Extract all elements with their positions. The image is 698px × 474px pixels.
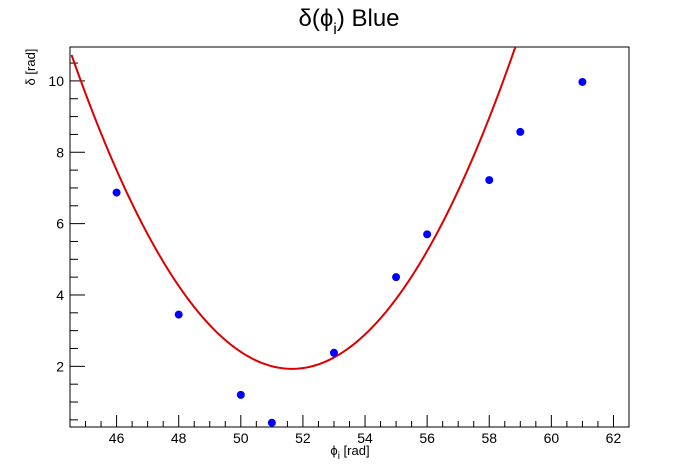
x-tick-label: 56 xyxy=(419,430,435,446)
data-point xyxy=(578,77,587,86)
y-tick-label: 10 xyxy=(48,73,64,89)
x-tick-label: 60 xyxy=(544,430,560,446)
y-tick-label: 4 xyxy=(56,287,64,303)
data-point xyxy=(174,310,183,319)
fit-curve xyxy=(70,46,517,370)
y-tick-label: 2 xyxy=(56,358,64,374)
y-axis-title: δ [rad] xyxy=(23,49,38,86)
x-axis-title-tail: [rad] xyxy=(340,443,370,458)
chart-title-subscript: i xyxy=(333,21,337,38)
x-tick-label: 58 xyxy=(481,430,497,446)
data-point xyxy=(236,390,245,399)
x-axis-title-main: ϕ xyxy=(330,443,337,458)
data-point xyxy=(423,230,432,239)
points-layer xyxy=(112,77,587,427)
x-tick-label: 54 xyxy=(357,430,373,446)
y-tick-label: 6 xyxy=(56,216,64,232)
data-point xyxy=(485,176,494,185)
fit-layer xyxy=(70,46,517,370)
chart-title: δ(ϕi) Blue xyxy=(298,5,399,38)
x-axis-title-subscript: i xyxy=(338,451,340,462)
x-tick-label: 62 xyxy=(606,430,622,446)
y-tick-label: 8 xyxy=(56,144,64,160)
x-tick-label: 52 xyxy=(295,430,311,446)
data-point xyxy=(112,188,121,197)
chart-title-tail: ) Blue xyxy=(337,5,400,32)
chart-title-main: δ(ϕ xyxy=(298,5,333,32)
x-tick-label: 46 xyxy=(109,430,125,446)
x-axis-title: ϕi [rad] xyxy=(330,443,369,462)
data-point xyxy=(267,418,276,427)
plot-frame xyxy=(69,46,630,428)
data-point xyxy=(392,273,401,282)
data-point xyxy=(329,348,338,357)
x-tick-label: 50 xyxy=(233,430,249,446)
x-tick-label: 48 xyxy=(171,430,187,446)
data-point xyxy=(516,127,525,136)
